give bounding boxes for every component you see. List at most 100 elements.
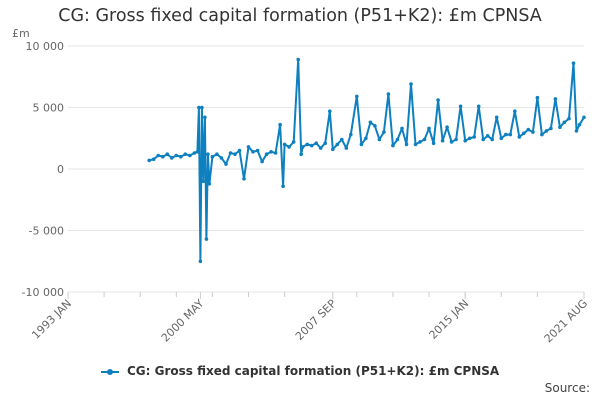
data-point[interactable] [174, 153, 179, 158]
data-point[interactable] [499, 136, 504, 141]
data-point[interactable] [328, 109, 332, 113]
data-point[interactable] [377, 137, 382, 142]
data-point[interactable] [508, 132, 513, 137]
data-point[interactable] [562, 120, 567, 125]
data-point[interactable] [219, 156, 224, 160]
data-point[interactable] [278, 122, 282, 127]
data-point[interactable] [147, 158, 151, 163]
data-point[interactable] [309, 143, 314, 148]
data-point[interactable] [349, 132, 353, 137]
data-point[interactable] [418, 140, 422, 144]
data-point[interactable] [197, 105, 201, 110]
data-point[interactable] [281, 184, 285, 188]
data-point[interactable] [200, 105, 204, 110]
data-point[interactable] [368, 120, 373, 125]
data-point[interactable] [201, 179, 206, 184]
data-point[interactable] [431, 141, 436, 145]
data-point[interactable] [287, 145, 291, 149]
data-point[interactable] [291, 140, 296, 144]
data-point[interactable] [215, 152, 219, 156]
data-point[interactable] [179, 154, 183, 159]
data-point[interactable] [540, 132, 544, 137]
data-point[interactable] [331, 147, 335, 152]
data-point[interactable] [300, 145, 305, 149]
data-point[interactable] [305, 142, 310, 147]
data-point[interactable] [161, 154, 165, 159]
data-point[interactable] [233, 152, 237, 156]
data-point[interactable] [210, 154, 215, 159]
data-point[interactable] [192, 151, 197, 155]
data-point[interactable] [472, 135, 477, 139]
data-point[interactable] [449, 140, 454, 144]
data-point[interactable] [427, 126, 431, 131]
data-point[interactable] [273, 151, 278, 155]
data-point[interactable] [156, 153, 161, 158]
data-point[interactable] [382, 130, 386, 134]
data-point[interactable] [544, 129, 549, 133]
legend[interactable]: CG: Gross fixed capital formation (P51+K… [0, 364, 600, 378]
data-point[interactable] [314, 141, 319, 145]
data-point[interactable] [582, 115, 586, 120]
data-point[interactable] [467, 136, 472, 141]
data-point[interactable] [246, 145, 251, 149]
data-point[interactable] [558, 125, 562, 129]
data-point[interactable] [485, 134, 490, 138]
data-point[interactable] [513, 109, 517, 113]
data-point[interactable] [282, 142, 287, 147]
data-point[interactable] [335, 142, 340, 147]
data-point[interactable] [404, 142, 409, 147]
data-point[interactable] [183, 152, 188, 156]
data-point[interactable] [373, 124, 377, 128]
data-point[interactable] [413, 142, 418, 147]
data-point[interactable] [260, 159, 264, 164]
data-point[interactable] [549, 126, 553, 131]
data-point[interactable] [198, 259, 203, 264]
data-point[interactable] [255, 148, 260, 153]
data-point[interactable] [395, 137, 400, 142]
data-point[interactable] [522, 131, 526, 136]
data-point[interactable] [440, 138, 445, 143]
data-point[interactable] [535, 95, 540, 100]
data-point[interactable] [409, 82, 413, 86]
data-point[interactable] [355, 94, 359, 99]
data-point[interactable] [228, 151, 233, 155]
data-point[interactable] [531, 130, 535, 134]
data-point[interactable] [553, 97, 558, 101]
data-point[interactable] [165, 152, 170, 156]
data-point[interactable] [567, 116, 571, 121]
data-point[interactable] [340, 137, 344, 142]
data-point[interactable] [400, 126, 404, 131]
data-point[interactable] [318, 146, 323, 150]
data-point[interactable] [481, 137, 486, 142]
data-point[interactable] [188, 153, 192, 158]
data-point[interactable] [463, 138, 468, 143]
data-point[interactable] [364, 136, 368, 141]
data-point[interactable] [207, 182, 212, 186]
data-point[interactable] [422, 137, 427, 142]
data-point[interactable] [296, 57, 301, 62]
data-point[interactable] [237, 148, 242, 153]
data-point[interactable] [517, 135, 522, 139]
data-point[interactable] [359, 142, 364, 147]
data-point[interactable] [577, 122, 582, 127]
data-point[interactable] [571, 61, 576, 65]
data-point[interactable] [504, 132, 508, 137]
data-point[interactable] [386, 92, 391, 96]
data-point[interactable] [490, 137, 495, 142]
data-point[interactable] [203, 115, 207, 120]
data-point[interactable] [151, 157, 156, 161]
data-point[interactable] [242, 177, 246, 181]
data-point[interactable] [224, 162, 228, 166]
data-point[interactable] [299, 152, 304, 156]
data-point[interactable] [344, 146, 349, 150]
data-point[interactable] [476, 104, 481, 109]
data-point[interactable] [170, 156, 174, 160]
data-point[interactable] [204, 237, 209, 241]
data-point[interactable] [264, 152, 269, 156]
data-point[interactable] [494, 115, 499, 120]
data-point[interactable] [458, 104, 463, 109]
data-point[interactable] [251, 150, 255, 154]
data-point[interactable] [323, 141, 328, 145]
data-point[interactable] [445, 125, 449, 129]
data-point[interactable] [391, 143, 395, 148]
